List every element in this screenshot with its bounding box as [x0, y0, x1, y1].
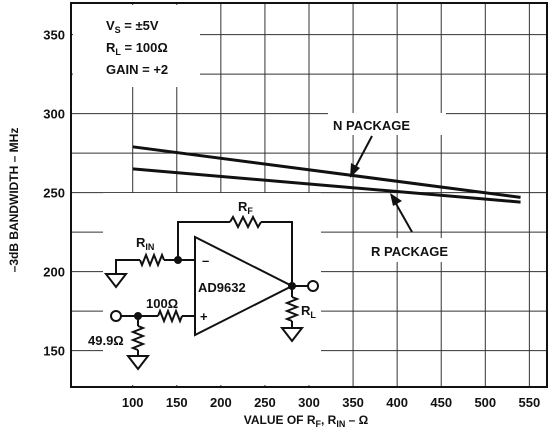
- condition-rl: RL = 100Ω: [106, 40, 168, 57]
- y-tick-label: 350: [43, 28, 65, 43]
- y-tick-label: 150: [43, 344, 65, 359]
- label-r100: 100Ω: [146, 296, 178, 311]
- n-package-label-bg: [328, 113, 446, 135]
- label-r49: 49.9Ω: [88, 333, 124, 348]
- label-plus: +: [200, 309, 208, 324]
- y-axis-title: –3dB BANDWIDTH – MHz: [7, 128, 21, 273]
- x-tick-label: 500: [474, 395, 496, 410]
- r-package-label: R PACKAGE: [371, 244, 448, 259]
- y-tick-labels: 150 200 250 300 350: [43, 28, 65, 359]
- n-package-arrow: [350, 135, 373, 178]
- x-tick-label: 550: [519, 395, 541, 410]
- label-rf: RF: [238, 199, 253, 216]
- x-tick-label: 100: [122, 395, 144, 410]
- circuit-labels: RF RIN AD9632 – + 100Ω 49.9Ω RL: [88, 199, 316, 348]
- plot-frame: [70, 2, 548, 388]
- series-line-r-package: [132, 167, 521, 204]
- conditions-box: [73, 5, 200, 87]
- condition-vs: VS = ±5V: [106, 18, 159, 35]
- series-group: [132, 145, 521, 204]
- x-tick-label: 450: [430, 395, 452, 410]
- op-amp-symbol: [194, 235, 295, 337]
- x-tick-label: 350: [342, 395, 364, 410]
- circuit-schematic: [103, 193, 321, 385]
- n-package-label: N PACKAGE: [333, 118, 410, 133]
- x-axis-title: VALUE OF RF, RIN – Ω: [244, 413, 369, 429]
- label-amp: AD9632: [198, 280, 246, 295]
- y-tick-label: 200: [43, 265, 65, 280]
- y-tick-label: 300: [43, 107, 65, 122]
- x-tick-labels: 100 150 200 250 300 350 400 450 500 550: [122, 395, 540, 410]
- circuit-nodes: [134, 256, 296, 320]
- label-minus: –: [202, 253, 209, 268]
- series-line-n-package: [132, 145, 521, 199]
- x-tick-label: 250: [254, 395, 276, 410]
- x-tick-label: 300: [298, 395, 320, 410]
- x-tick-label: 150: [166, 395, 188, 410]
- x-tick-label: 200: [210, 395, 232, 410]
- r-package-arrow: [390, 193, 413, 233]
- r-package-label-bg: [361, 238, 473, 262]
- label-rl: RL: [301, 303, 316, 320]
- x-tick-label: 400: [386, 395, 408, 410]
- y-tick-label: 250: [43, 186, 65, 201]
- condition-gain: GAIN = +2: [106, 62, 168, 77]
- label-rin: RIN: [136, 235, 154, 252]
